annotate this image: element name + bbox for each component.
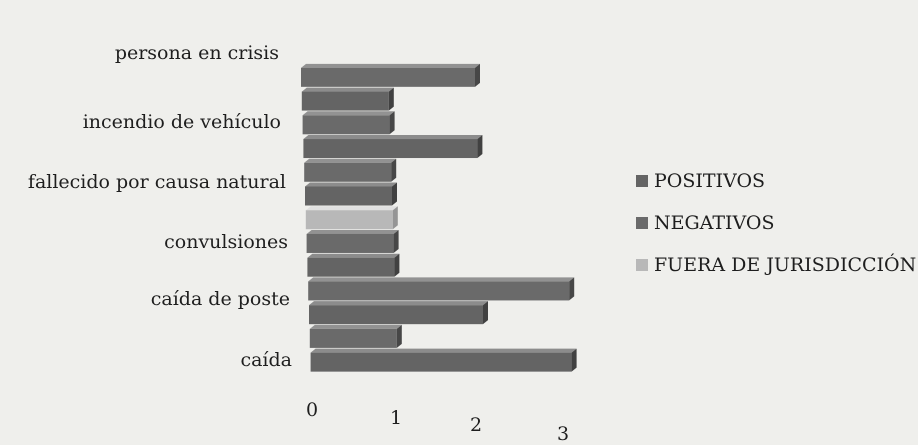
bar-front-face bbox=[301, 67, 475, 87]
bar-front-face bbox=[309, 305, 483, 325]
bar-front-face bbox=[301, 91, 389, 111]
bar-front-face bbox=[309, 328, 397, 348]
bar-top-face bbox=[303, 135, 483, 140]
category-label-persona-en-crisis: persona en crisis bbox=[115, 42, 279, 64]
x-tick-label-2: 2 bbox=[470, 414, 482, 436]
bar-persona-en-crisis-positivos bbox=[301, 87, 394, 111]
x-tick-label-1: 1 bbox=[390, 407, 402, 429]
bar-top-face bbox=[309, 324, 402, 329]
bar-convulsiones-negativos bbox=[306, 229, 399, 253]
bar-top-face bbox=[304, 158, 397, 163]
bar-fallecido-por-causa-natural-positivos bbox=[305, 182, 397, 206]
bar-convulsiones-fuera-de-jurisdiccion bbox=[305, 206, 398, 230]
bar-front-face bbox=[310, 352, 572, 372]
legend-item-fuera-de-jurisdiccion: FUERA DE JURISDICCIÓN bbox=[636, 244, 916, 286]
bar-front-face bbox=[302, 115, 390, 135]
legend-label-fuera-de-jurisdiccion: FUERA DE JURISDICCIÓN bbox=[654, 254, 917, 276]
legend: POSITIVOS NEGATIVOS FUERA DE JURISDICCIÓ… bbox=[636, 160, 916, 286]
legend-swatch-negativos bbox=[636, 217, 648, 229]
bar-end-face bbox=[388, 87, 394, 111]
bar-end-face bbox=[392, 182, 397, 206]
bar-end-face bbox=[392, 206, 398, 230]
bar-top-face bbox=[301, 87, 394, 92]
bar-convulsiones-positivos bbox=[307, 253, 400, 277]
bar-top-face bbox=[301, 63, 480, 68]
category-label-incendio-de-vehiculo: incendio de vehículo bbox=[83, 111, 281, 133]
bar-end-face bbox=[571, 348, 577, 372]
bar-persona-en-crisis-negativos bbox=[301, 63, 480, 87]
bar-end-face bbox=[393, 229, 399, 253]
bar-end-face bbox=[391, 158, 397, 182]
bar-caida-positivos bbox=[310, 348, 577, 372]
bar-top-face bbox=[308, 277, 575, 282]
bar-incendio-de-vehiculo-positivos bbox=[303, 135, 483, 159]
bar-front-face bbox=[307, 257, 395, 277]
bar-fallecido-por-causa-natural-negativos bbox=[304, 158, 397, 182]
bar-top-face bbox=[305, 182, 397, 187]
bar-front-face bbox=[305, 186, 392, 206]
x-tick-label-3: 3 bbox=[557, 423, 569, 445]
bar-end-face bbox=[394, 253, 400, 277]
category-label-caida: caída bbox=[240, 349, 292, 371]
bar-end-face bbox=[477, 135, 483, 159]
legend-swatch-fuera-de-jurisdiccion bbox=[636, 259, 648, 271]
bar-top-face bbox=[310, 348, 577, 353]
bar-top-face bbox=[302, 111, 395, 116]
category-label-convulsiones: convulsiones bbox=[164, 231, 288, 253]
bar-top-face bbox=[306, 229, 399, 234]
x-tick-label-0: 0 bbox=[306, 399, 318, 421]
bar-end-face bbox=[396, 324, 402, 348]
bar-front-face bbox=[306, 233, 394, 253]
bar-front-face bbox=[304, 162, 392, 182]
bar-caida-de-poste-negativos bbox=[308, 277, 575, 301]
legend-item-positivos: POSITIVOS bbox=[636, 160, 916, 202]
bar-end-face bbox=[475, 63, 480, 87]
bar-top-face bbox=[309, 301, 488, 306]
bar-front-face bbox=[308, 281, 570, 301]
legend-label-positivos: POSITIVOS bbox=[654, 170, 766, 192]
category-label-fallecido-por-causa-natural: fallecido por causa natural bbox=[28, 171, 286, 193]
category-label-caida-de-poste: caída de poste bbox=[151, 288, 290, 310]
bar-caida-negativos bbox=[309, 324, 402, 348]
bar-incendio-de-vehiculo-negativos bbox=[302, 111, 395, 135]
bar-top-face bbox=[307, 253, 400, 258]
bar-top-face bbox=[305, 206, 398, 211]
bar-end-face bbox=[389, 111, 395, 135]
legend-item-negativos: NEGATIVOS bbox=[636, 202, 916, 244]
legend-swatch-positivos bbox=[636, 175, 648, 187]
bar-front-face bbox=[303, 139, 478, 159]
bar-front-face bbox=[305, 210, 393, 230]
bar-end-face bbox=[483, 301, 488, 325]
legend-label-negativos: NEGATIVOS bbox=[654, 212, 775, 234]
bar-caida-de-poste-positivos bbox=[309, 301, 488, 325]
bar-end-face bbox=[569, 277, 575, 301]
